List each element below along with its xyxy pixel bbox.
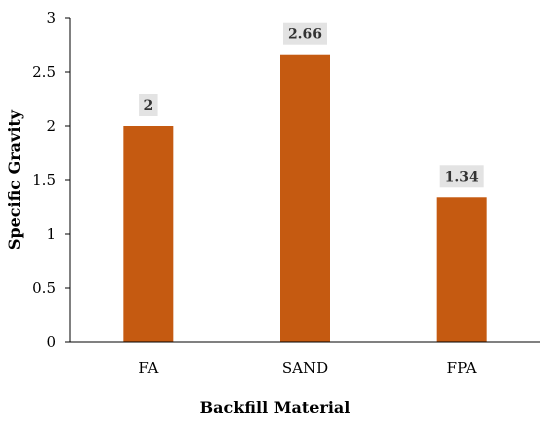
bar-fa — [123, 126, 174, 342]
y-tick-label: 3 — [46, 9, 56, 27]
y-tick-label: 2 — [46, 117, 56, 135]
y-tick-label: 0 — [46, 333, 56, 351]
x-axis-title: Backfill Material — [200, 398, 351, 417]
x-tick-label: FA — [138, 359, 158, 377]
data-label-bg — [139, 94, 158, 116]
y-tick-label: 2.5 — [32, 63, 56, 81]
y-tick-label: 1.5 — [32, 171, 56, 189]
y-axis-ticks: 0 0.5 1 1.5 2 2.5 3 — [32, 9, 70, 351]
bar-sand — [280, 54, 330, 342]
data-label-bg — [439, 165, 484, 188]
bar-fpa — [436, 197, 487, 342]
x-tick-label: FPA — [447, 359, 477, 377]
y-tick-label: 1 — [46, 225, 56, 243]
data-label-sand: 2.66 — [288, 27, 322, 43]
data-label-fa: 2 — [143, 98, 153, 114]
y-axis-title: Specific Gravity — [5, 109, 24, 250]
bars — [123, 54, 487, 342]
data-labels: 2 2.66 1.34 — [139, 22, 484, 188]
x-tick-label: SAND — [282, 359, 328, 377]
data-label-bg — [283, 22, 327, 45]
category-labels: FA SAND FPA — [138, 359, 476, 377]
y-tick-label: 0.5 — [32, 279, 56, 297]
data-label-fpa: 1.34 — [445, 169, 479, 185]
